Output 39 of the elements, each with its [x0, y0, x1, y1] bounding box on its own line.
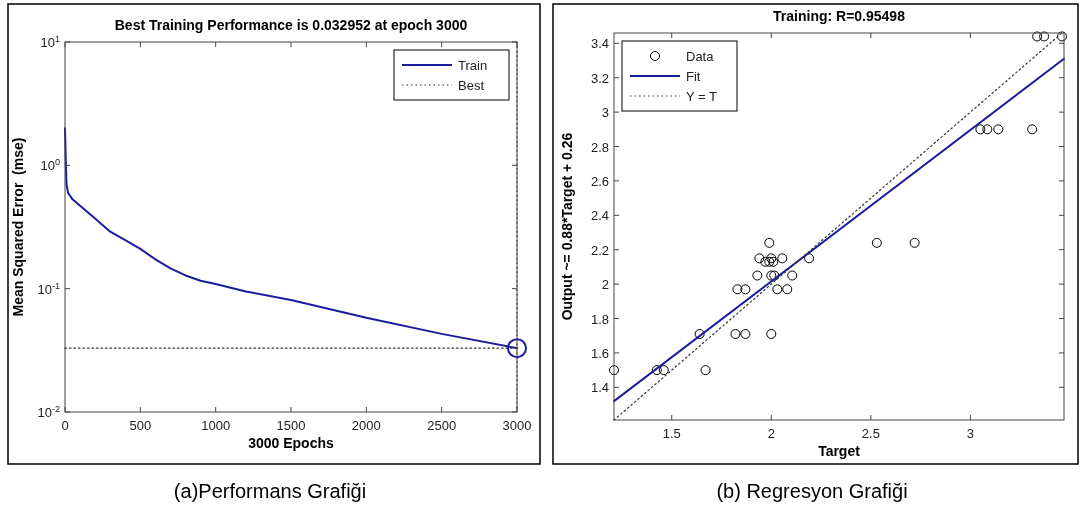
y-tick-label: 10$^{-2}$: [37, 404, 60, 420]
y-axis-title: Mean Squared Error (mse): [10, 137, 26, 317]
legend-label: Best: [458, 78, 485, 93]
y-tick-label: 2: [601, 277, 609, 293]
x-tick-label: 0: [61, 418, 69, 433]
x-tick-label: 500: [129, 418, 152, 433]
y-tick-label: 2.6: [590, 173, 609, 189]
x-tick-label: 2000: [351, 418, 381, 433]
x-tick-label: 3000: [502, 418, 532, 433]
x-tick-label: 1.5: [662, 426, 681, 441]
y-tick-label: 3.2: [590, 70, 609, 86]
legend-label: Train: [458, 58, 488, 73]
y-tick-label: 3.4: [590, 36, 609, 52]
x-tick-label: 3: [966, 426, 975, 441]
x-tick-label: 2: [767, 426, 775, 441]
y-tick-label: 2.4: [590, 208, 609, 224]
x-tick-label: 2500: [427, 418, 457, 433]
y-tick-label: 10$^{1}$: [40, 34, 60, 50]
y-tick-label: 1.6: [590, 345, 609, 361]
y-tick-label: 2.2: [590, 242, 609, 258]
x-axis-title: 3000 Epochs: [248, 435, 335, 451]
chart-title: Training: R=0.95498: [773, 8, 906, 24]
y-tick-label: 1.4: [590, 380, 609, 396]
y-axis-title: Output ~= 0.88*Target + 0.26: [559, 132, 575, 321]
y-tick-label: 3: [601, 105, 609, 121]
y-tick-label: 10$^{0}$: [40, 157, 60, 174]
x-tick-label: 1500: [276, 418, 306, 433]
legend-label: Data: [686, 49, 715, 64]
text: (b) Regresyon Grafiği: [716, 480, 908, 502]
y-tick-label: 1.8: [590, 311, 609, 327]
legend-label: Y = T: [686, 89, 718, 104]
x-tick-label: 2.5: [861, 426, 880, 441]
chart-title: Best Training Performance is 0.032952 at epoch 3000: [114, 17, 468, 33]
y-tick-label: 2.8: [590, 139, 609, 155]
x-tick-label: 1000: [201, 418, 231, 433]
x-axis-title: Target: [818, 443, 861, 459]
legend-label: Fit: [686, 69, 701, 84]
text: (a)Performans Grafiği: [173, 480, 367, 502]
y-tick-label: 10$^{-1}$: [37, 280, 60, 297]
